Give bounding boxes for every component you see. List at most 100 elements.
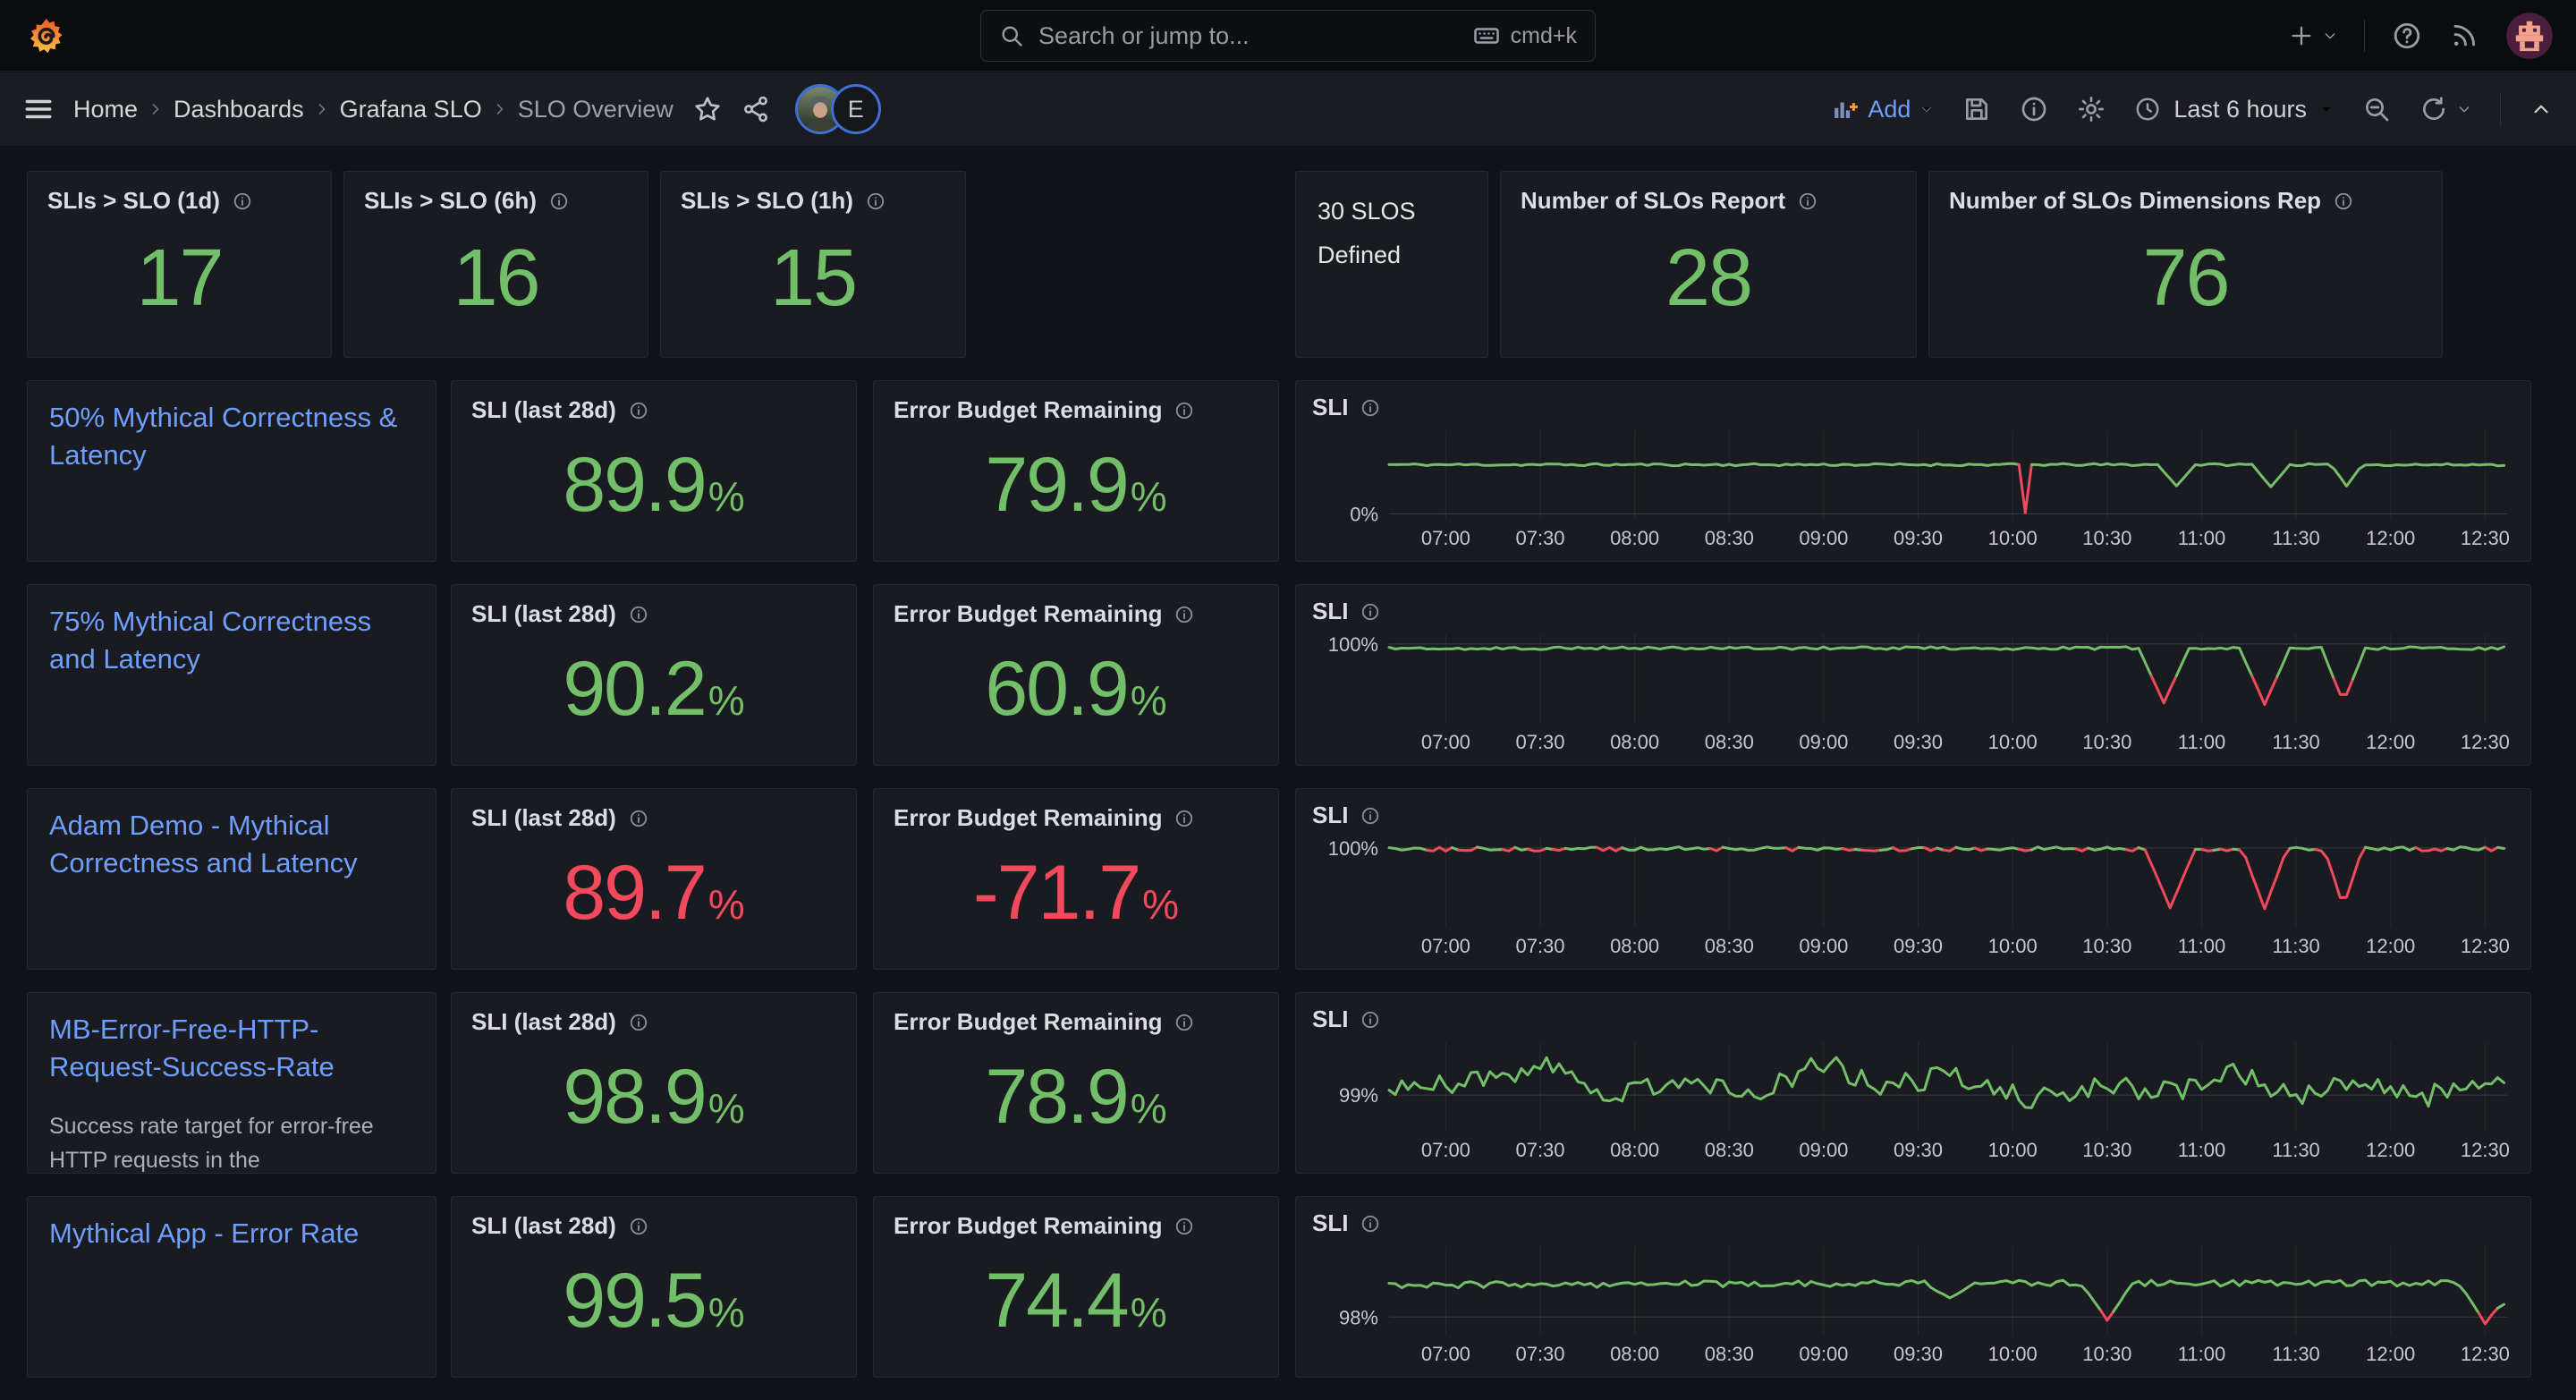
zoom-out-time-icon[interactable]: [2362, 95, 2391, 123]
svg-text:09:00: 09:00: [1799, 527, 1848, 549]
time-range-picker[interactable]: Last 6 hours: [2134, 96, 2334, 123]
dashboard-settings-icon[interactable]: [2077, 95, 2106, 123]
slo-title-link[interactable]: 75% Mythical Correctness and Latency: [49, 606, 372, 675]
svg-text:11:00: 11:00: [2178, 731, 2225, 753]
slo-title-link[interactable]: MB-Error-Free-HTTP-Request-Success-Rate: [49, 1014, 335, 1082]
percent-suffix: %: [1130, 1289, 1167, 1336]
viewer-avatar-badge[interactable]: E: [830, 84, 881, 134]
slos-defined-text: 30 SLOS Defined: [1318, 198, 1416, 268]
topbar-actions: [2289, 0, 2553, 72]
error-budget-panel[interactable]: Error Budget Remaining 74.4%: [873, 1196, 1279, 1378]
stat-panel-slos-dimensions[interactable]: Number of SLOs Dimensions Rep 76: [1928, 171, 2443, 358]
svg-text:08:30: 08:30: [1705, 1343, 1754, 1365]
save-dashboard-icon[interactable]: [1962, 95, 1991, 123]
panel-title: SLI (last 28d): [471, 396, 616, 423]
sli-timeseries-chart[interactable]: 07:00 07:30 08:00 08:30 09:00 09:30 10:00 10:30…: [1312, 425, 2514, 550]
breadcrumb-dashboards[interactable]: Dashboards: [174, 95, 304, 123]
info-icon[interactable]: [1360, 602, 1380, 622]
stat-panel-slo-6h[interactable]: SLIs > SLO (6h) 16: [343, 171, 648, 358]
sli-timeseries-chart[interactable]: 07:00 07:30 08:00 08:30 09:00 09:30 10:00 10:30…: [1312, 1037, 2514, 1162]
sli-28d-panel[interactable]: SLI (last 28d) 89.7%: [451, 788, 857, 970]
svg-text:08:00: 08:00: [1610, 1343, 1659, 1365]
stat-value: 28: [1665, 233, 1753, 323]
help-icon[interactable]: [2392, 21, 2422, 51]
breadcrumb-current[interactable]: SLO Overview: [517, 95, 674, 123]
info-icon[interactable]: [1360, 806, 1380, 826]
sli-chart-panel: SLI 07:00 07:30 08:00 08:30 09:00 09:30 10:00 1…: [1295, 788, 2531, 970]
stat-title: Number of SLOs Report: [1521, 187, 1786, 214]
info-icon[interactable]: [629, 401, 648, 420]
slo-title-panel: 50% Mythical Correctness & Latency: [27, 380, 436, 562]
sli-timeseries-chart[interactable]: 07:00 07:30 08:00 08:30 09:00 09:30 10:00 10:30…: [1312, 1241, 2514, 1366]
refresh-button[interactable]: [2419, 95, 2471, 123]
global-search-input[interactable]: Search or jump to... cmd+k: [980, 10, 1596, 62]
star-icon[interactable]: [693, 95, 722, 123]
svg-text:99%: 99%: [1339, 1084, 1378, 1107]
svg-text:08:30: 08:30: [1705, 935, 1754, 957]
sli-value: 98.9: [563, 1054, 707, 1140]
stat-title: Number of SLOs Dimensions Rep: [1949, 187, 2322, 214]
info-icon[interactable]: [1360, 398, 1380, 418]
sli-value: 90.2: [563, 646, 707, 732]
sli-timeseries-chart[interactable]: 07:00 07:30 08:00 08:30 09:00 09:30 10:00 10:30…: [1312, 629, 2514, 754]
collapse-toolbar-icon[interactable]: [2529, 98, 2553, 121]
info-icon[interactable]: [629, 809, 648, 828]
sli-28d-panel[interactable]: SLI (last 28d) 90.2%: [451, 584, 857, 766]
info-icon[interactable]: [866, 191, 886, 211]
slo-title-link[interactable]: 50% Mythical Correctness & Latency: [49, 402, 398, 471]
percent-suffix: %: [1130, 473, 1167, 520]
breadcrumb-home[interactable]: Home: [73, 95, 139, 123]
error-budget-panel[interactable]: Error Budget Remaining 78.9%: [873, 992, 1279, 1174]
panel-title: SLI (last 28d): [471, 1212, 616, 1239]
svg-text:08:00: 08:00: [1610, 527, 1659, 549]
add-panel-button[interactable]: Add: [1832, 96, 1934, 123]
sli-value: 89.7: [563, 850, 707, 936]
error-budget-panel[interactable]: Error Budget Remaining 79.9%: [873, 380, 1279, 562]
sli-timeseries-chart[interactable]: 07:00 07:30 08:00 08:30 09:00 09:30 10:00 10:30…: [1312, 833, 2514, 958]
info-icon[interactable]: [2334, 191, 2353, 211]
sli-28d-panel[interactable]: SLI (last 28d) 99.5%: [451, 1196, 857, 1378]
sli-chart-panel: SLI 07:00 07:30 08:00 08:30 09:00 09:30 10:00 1…: [1295, 584, 2531, 766]
new-button[interactable]: [2289, 23, 2337, 48]
info-icon[interactable]: [629, 1013, 648, 1032]
svg-text:08:30: 08:30: [1705, 527, 1754, 549]
grafana-logo-icon[interactable]: [27, 16, 66, 55]
info-icon[interactable]: [1174, 809, 1194, 828]
panel-title: Error Budget Remaining: [894, 804, 1163, 831]
stat-panel-slo-1h[interactable]: SLIs > SLO (1h) 15: [660, 171, 966, 358]
mega-menu-icon[interactable]: [23, 94, 54, 124]
share-icon[interactable]: [741, 95, 770, 123]
stat-panel-slo-1d[interactable]: SLIs > SLO (1d) 17: [27, 171, 332, 358]
slo-row: 75% Mythical Correctness and Latency SLI…: [27, 584, 2576, 766]
info-icon[interactable]: [233, 191, 252, 211]
ebr-value: 78.9: [985, 1054, 1129, 1140]
sli-28d-panel[interactable]: SLI (last 28d) 98.9%: [451, 992, 857, 1174]
slo-title-link[interactable]: Adam Demo - Mythical Correctness and Lat…: [49, 810, 358, 878]
news-rss-icon[interactable]: [2449, 21, 2479, 51]
info-icon[interactable]: [1798, 191, 1818, 211]
slo-title-link[interactable]: Mythical App - Error Rate: [49, 1218, 360, 1249]
info-icon[interactable]: [1360, 1214, 1380, 1234]
user-avatar[interactable]: [2506, 13, 2553, 59]
stat-value: 15: [769, 233, 858, 323]
info-icon[interactable]: [1174, 1217, 1194, 1236]
info-icon[interactable]: [1174, 605, 1194, 624]
sli-28d-panel[interactable]: SLI (last 28d) 89.9%: [451, 380, 857, 562]
stat-panel-slos-report[interactable]: Number of SLOs Report 28: [1500, 171, 1917, 358]
error-budget-panel[interactable]: Error Budget Remaining 60.9%: [873, 584, 1279, 766]
breadcrumb-folder[interactable]: Grafana SLO: [339, 95, 482, 123]
info-icon[interactable]: [1174, 1013, 1194, 1032]
slos-defined-text-panel[interactable]: 30 SLOS Defined: [1295, 171, 1488, 358]
slo-description: Success rate target for error-free HTTP …: [49, 1113, 374, 1174]
info-icon[interactable]: [629, 605, 648, 624]
slo-row: MB-Error-Free-HTTP-Request-Success-Rate …: [27, 992, 2576, 1174]
info-icon[interactable]: [1174, 401, 1194, 420]
dashboard-insights-icon[interactable]: [2020, 95, 2048, 123]
info-icon[interactable]: [629, 1217, 648, 1236]
info-icon[interactable]: [549, 191, 569, 211]
add-panel-label: Add: [1868, 95, 1911, 123]
info-icon[interactable]: [1360, 1010, 1380, 1030]
svg-text:07:30: 07:30: [1515, 1139, 1564, 1161]
error-budget-panel[interactable]: Error Budget Remaining -71.7%: [873, 788, 1279, 970]
panel-title: Error Budget Remaining: [894, 1212, 1163, 1239]
